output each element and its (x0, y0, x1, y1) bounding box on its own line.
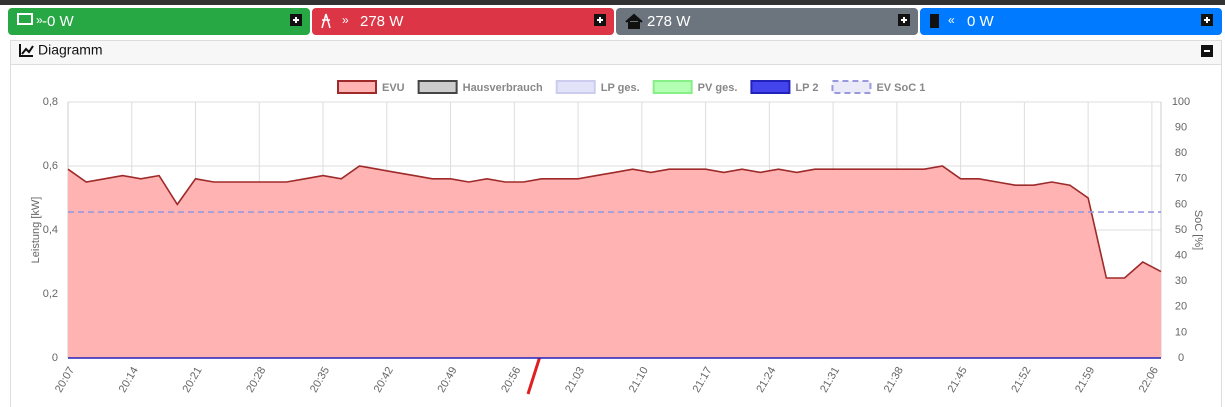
legend-label: EV SoC 1 (876, 82, 925, 94)
y2-tick-label: 30 (1175, 275, 1187, 287)
series-line (67, 165, 1162, 279)
y2-tick-label: 50 (1175, 224, 1187, 236)
y2-tick-label: 20 (1175, 301, 1187, 313)
legend-swatch (750, 80, 791, 94)
top-strip (0, 0, 1225, 5)
y2-axis-label: SoC [%] (1192, 210, 1204, 250)
card-title: Diagramm (38, 42, 103, 58)
legend-label: PV ges. (698, 82, 738, 94)
chart-icon (19, 44, 34, 57)
button-text: 278 W (360, 13, 404, 30)
legend-label: EVU (382, 82, 405, 94)
legend-swatch (652, 80, 693, 94)
y2-tick-label: 0 (1178, 352, 1184, 364)
legend-label: LP 2 (795, 82, 818, 94)
charge-button[interactable]: « 0 W (920, 8, 1222, 35)
button-text: -0 W (42, 13, 75, 30)
y2-tick-label: 100 (1172, 96, 1190, 108)
legend-label: Hausverbrauch (463, 82, 543, 94)
y-axis-label: Leistung [kW] (30, 197, 42, 264)
evu-button[interactable]: » 278 W (312, 8, 614, 35)
y2-tick-label: 70 (1175, 173, 1187, 185)
legend-swatch (337, 80, 377, 94)
button-bg (920, 8, 1222, 35)
button-bg (312, 8, 614, 35)
legend-swatch (831, 80, 872, 94)
y2-tick-label: 10 (1175, 326, 1187, 338)
icon (930, 14, 939, 28)
y-tick-label: 0 (52, 352, 58, 364)
icon (17, 13, 33, 25)
button-text: 278 W (647, 13, 691, 30)
house-button[interactable]: 278 W (616, 8, 918, 35)
y-tick-label: 0,4 (43, 224, 58, 236)
legend-swatch (417, 80, 458, 94)
button-bg (616, 8, 918, 35)
y2-tick-label: 80 (1175, 147, 1187, 159)
y-tick-label: 0,8 (43, 96, 58, 108)
y2-tick-label: 60 (1175, 198, 1187, 210)
icon: « (948, 13, 955, 27)
legend-swatch (555, 80, 596, 94)
y2-tick-label: 40 (1175, 250, 1187, 262)
area (68, 166, 1161, 358)
y2-tick-label: 90 (1175, 122, 1187, 134)
grid-button[interactable]: -0 W » (8, 8, 310, 35)
card-header (11, 41, 1221, 64)
legend-label: LP ges. (601, 82, 640, 94)
y-tick-label: 0,2 (43, 288, 58, 300)
icon: » (342, 13, 349, 27)
icon (625, 13, 643, 29)
button-bg (8, 8, 310, 35)
icon: » (36, 13, 43, 27)
button-text: 0 W (967, 13, 995, 30)
y-tick-label: 0,6 (43, 160, 58, 172)
icon (321, 13, 331, 29)
